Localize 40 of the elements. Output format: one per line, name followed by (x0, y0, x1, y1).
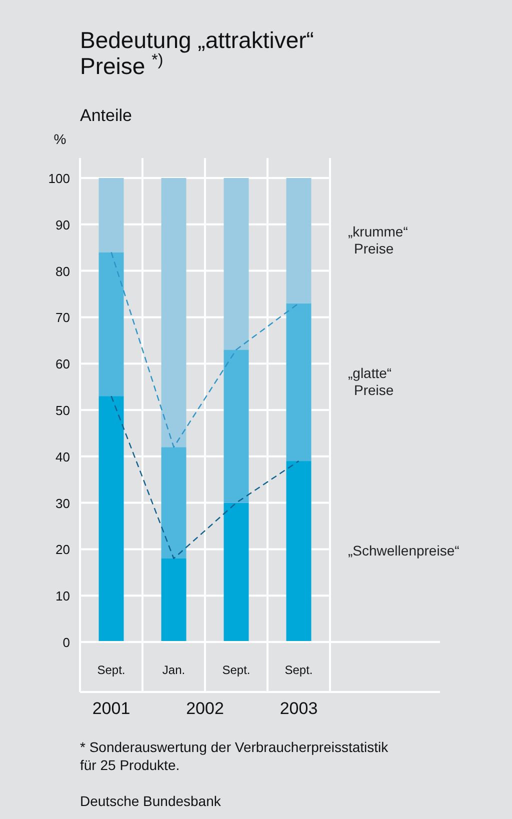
text: 2002 (186, 699, 224, 718)
x-tick-label: Sept. (97, 663, 126, 677)
bar (161, 447, 186, 558)
y-tick-label: 40 (56, 449, 70, 464)
y-tick-label: 20 (56, 542, 70, 558)
bar (224, 350, 249, 503)
y-tick-label: 70 (56, 310, 70, 326)
bar (224, 178, 249, 350)
chart-title: Bedeutung „attraktiver“ Preise $^{*)}$ (80, 27, 314, 79)
bar (98, 178, 124, 252)
bar (98, 396, 124, 642)
text: 2001 (92, 699, 130, 718)
x-tick-label: Sept. (222, 663, 250, 677)
y-tick-label: 60 (56, 356, 70, 372)
y-tick-label: 90 (56, 217, 70, 232)
bar (224, 502, 249, 642)
y-tick-label: 50 (56, 403, 70, 418)
y-tick-label: 80 (56, 264, 70, 279)
bar (161, 558, 186, 642)
bar (286, 178, 312, 304)
bar (286, 461, 312, 642)
text: „krumme“ Preise (348, 224, 408, 257)
y-tick-label: 10 (56, 588, 70, 604)
bar (98, 252, 124, 396)
bar (161, 178, 186, 448)
x-tick-label: Jan. (162, 663, 186, 677)
text: * Sonderauswertung der Verbraucherpreisstatistik für 25 Produkte. (80, 739, 390, 773)
text: Deutsche Bundesbank (80, 793, 222, 809)
bar (286, 303, 312, 462)
text: 2003 (280, 699, 318, 718)
chart-subtitle: Anteile (80, 106, 132, 125)
text: „Schwellenpreise“ (348, 542, 460, 559)
line-series (110, 395, 300, 560)
y-axis-title: % (54, 131, 66, 147)
y-tick-label: 100 (48, 171, 70, 186)
line-series (110, 252, 300, 448)
x-tick-label: Sept. (284, 663, 313, 677)
text: „glatte“ Preise (348, 365, 394, 398)
y-tick-label: 0 (62, 635, 70, 650)
y-tick-label: 30 (56, 496, 70, 511)
